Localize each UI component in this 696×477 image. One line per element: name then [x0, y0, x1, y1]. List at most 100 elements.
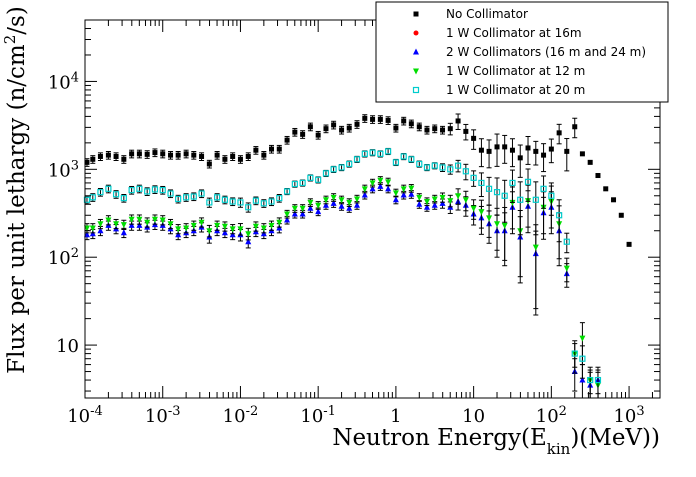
- data-point: [377, 116, 383, 122]
- data-point: [501, 192, 508, 199]
- x-tick-label: 1: [390, 406, 401, 427]
- data-point: [245, 153, 251, 159]
- data-point: [447, 198, 454, 205]
- data-point: [284, 137, 290, 143]
- legend-marker: [413, 68, 419, 75]
- legend-label: 1 W Collimator at 12 m: [446, 64, 585, 78]
- data-point: [439, 164, 446, 171]
- data-point: [385, 148, 392, 155]
- data-point: [168, 152, 174, 158]
- data-point: [97, 227, 104, 234]
- data-point: [462, 168, 469, 175]
- data-point: [556, 212, 563, 219]
- data-point: [408, 156, 415, 163]
- data-point: [229, 226, 236, 233]
- data-point: [269, 146, 275, 152]
- data-point: [83, 196, 91, 203]
- data-point: [291, 205, 298, 212]
- data-point: [291, 210, 298, 217]
- data-point: [501, 222, 508, 229]
- data-point: [237, 156, 243, 162]
- data-point: [361, 186, 368, 193]
- data-point: [105, 185, 112, 192]
- data-point: [470, 205, 477, 212]
- data-point: [611, 197, 617, 203]
- data-point: [128, 221, 135, 228]
- data-point: [97, 221, 104, 228]
- data-point: [423, 203, 430, 210]
- data-point: [151, 186, 159, 193]
- data-point: [198, 190, 205, 197]
- x-tick-label: 103: [613, 404, 644, 428]
- data-point: [159, 187, 166, 194]
- data-point: [160, 151, 166, 157]
- data-point: [206, 161, 212, 167]
- data-point: [346, 125, 352, 131]
- data-point: [323, 126, 329, 132]
- x-tick-label: 10-4: [67, 404, 103, 428]
- data-point: [354, 121, 360, 127]
- data-point: [175, 152, 181, 158]
- legend-label: 1 W Collimator at 20 m: [446, 83, 585, 97]
- data-point: [416, 160, 423, 168]
- legend-label: No Collimator: [446, 7, 528, 21]
- data-point: [261, 152, 267, 158]
- data-point: [175, 226, 182, 233]
- data-point: [237, 199, 244, 206]
- data-point: [221, 223, 228, 230]
- data-point: [354, 201, 361, 208]
- data-point: [532, 196, 539, 203]
- data-point: [485, 185, 493, 192]
- data-point: [307, 174, 314, 181]
- data-point: [206, 228, 213, 235]
- data-point: [129, 151, 135, 157]
- data-point: [214, 222, 221, 229]
- data-point: [89, 225, 96, 232]
- legend-marker: [412, 86, 420, 94]
- data-point: [408, 121, 414, 127]
- data-point: [113, 153, 119, 159]
- data-point: [579, 335, 586, 342]
- data-point: [525, 145, 531, 151]
- data-point: [276, 219, 283, 226]
- data-point: [346, 160, 353, 168]
- data-point: [400, 153, 407, 160]
- data-point: [603, 186, 609, 192]
- series-4: [83, 147, 602, 395]
- data-point: [548, 192, 555, 199]
- data-point: [346, 199, 353, 206]
- data-point: [230, 153, 236, 159]
- data-point: [144, 219, 151, 226]
- data-point: [362, 115, 368, 121]
- data-point: [253, 147, 259, 153]
- data-point: [315, 202, 322, 209]
- data-point: [377, 150, 384, 157]
- data-point: [493, 189, 501, 196]
- data-point: [84, 159, 90, 165]
- data-point: [509, 147, 515, 153]
- data-point: [159, 217, 166, 224]
- data-point: [214, 194, 221, 201]
- series-0: [84, 113, 632, 247]
- data-point: [283, 188, 291, 195]
- data-point: [322, 170, 330, 177]
- data-point: [245, 204, 252, 211]
- data-point: [408, 185, 415, 192]
- data-point: [502, 144, 508, 150]
- data-point: [377, 182, 384, 189]
- data-point: [478, 209, 485, 216]
- data-point: [439, 194, 446, 201]
- data-point: [167, 190, 174, 197]
- data-point: [144, 188, 151, 195]
- data-point: [152, 150, 158, 156]
- data-point: [338, 197, 345, 204]
- data-point: [579, 355, 586, 362]
- data-point: [292, 129, 298, 135]
- data-point: [89, 194, 96, 201]
- legend-label: 1 W Collimator at 16m: [446, 26, 582, 40]
- data-point: [339, 127, 345, 133]
- data-point: [423, 164, 431, 171]
- data-point: [454, 162, 462, 169]
- data-point: [276, 195, 283, 202]
- data-point: [113, 221, 120, 228]
